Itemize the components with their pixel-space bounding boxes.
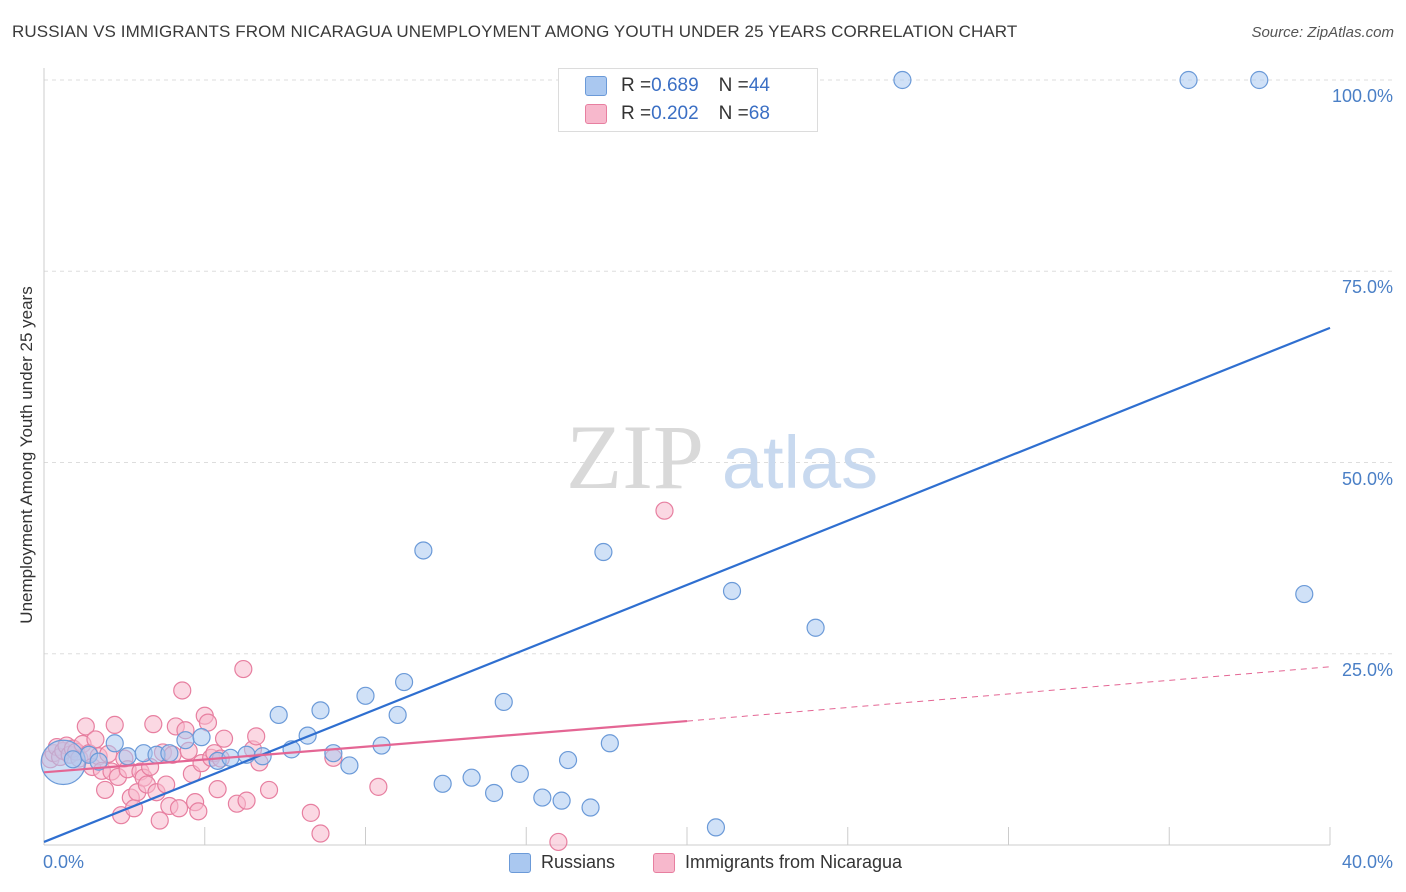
russians-trend-line: [43, 326, 1331, 843]
n-value: 68: [748, 103, 770, 124]
nicaragua-point: [655, 501, 674, 520]
russians-point: [388, 705, 407, 725]
source-label: Source: ZipAtlas.com: [1251, 24, 1394, 41]
r-value: 0.202: [651, 103, 699, 124]
russians-point: [722, 581, 742, 601]
russians-point: [192, 728, 211, 747]
russians-point: [558, 750, 578, 770]
r-value: 0.689: [651, 75, 699, 96]
nicaragua-point: [105, 715, 124, 734]
r-label: R =: [621, 75, 652, 96]
russians-point: [893, 70, 912, 90]
n-label: N =: [718, 103, 749, 124]
x-tick-marks: [204, 827, 1331, 845]
chart-title: RUSSIAN VS IMMIGRANTS FROM NICARAGUA UNE…: [12, 22, 1018, 41]
nicaragua-point: [189, 802, 208, 821]
nicaragua-point: [311, 824, 330, 843]
russians-point: [594, 542, 613, 562]
nicaragua-points: [41, 501, 674, 852]
russians-point: [160, 744, 179, 763]
russians-point: [340, 756, 359, 775]
russians-point: [89, 752, 108, 771]
y-axis-label: Unemployment Among Youth under 25 years: [17, 286, 36, 624]
y-tick-label: 100.0%: [1331, 86, 1393, 106]
russians-point: [269, 705, 288, 725]
watermark-atlas: atlas: [722, 421, 878, 504]
y-tick-label: 75.0%: [1341, 277, 1393, 298]
russians-point: [1295, 584, 1314, 604]
russians-point: [414, 541, 433, 560]
russians-point: [311, 701, 330, 720]
nicaragua-point: [301, 803, 320, 822]
nicaragua-point: [95, 780, 115, 800]
russians-legend-swatch: [509, 852, 531, 873]
russians-point: [581, 798, 600, 817]
russians-point: [485, 783, 504, 803]
russians-point: [433, 774, 452, 793]
russians-point: [176, 731, 195, 750]
grid-lines: [43, 68, 1392, 846]
russians-point: [324, 744, 343, 763]
legend-russians[interactable]: Russians: [509, 852, 615, 873]
nicaragua-point: [169, 799, 189, 818]
nicaragua-point: [259, 780, 279, 800]
nicaragua-point: [214, 729, 234, 748]
nicaragua-point: [369, 777, 388, 796]
russians-point: [494, 692, 513, 712]
legend-russians-label: Russians: [541, 852, 616, 872]
watermark: ZIP atlas: [566, 406, 878, 508]
nicaragua-trend-line: [43, 719, 688, 774]
russians-point: [63, 750, 83, 769]
russians-points: [40, 70, 1314, 837]
stats-row-russians: R = 0.689 N = 44: [585, 73, 770, 99]
russians-point: [1250, 70, 1269, 90]
nicaragua-point: [76, 717, 95, 736]
nicaragua-point: [86, 730, 105, 749]
russians-point: [462, 768, 481, 787]
stats-row-nicaragua: R = 0.202 N = 68: [585, 101, 770, 127]
nicaragua-point: [150, 811, 169, 830]
trend-lines: [43, 326, 1331, 843]
x-tick-label-max: 40.0%: [1341, 852, 1393, 872]
nicaragua-point: [549, 832, 568, 852]
n-label: N =: [718, 75, 749, 96]
russians-swatch: [585, 76, 607, 96]
russians-point: [105, 734, 124, 753]
y-tick-label: 50.0%: [1341, 468, 1393, 489]
stats-legend-box: R = 0.689 N = 44 R = 0.202 N = 68: [558, 68, 818, 132]
legend-nicaragua-label: Immigrants from Nicaragua: [685, 852, 903, 872]
nicaragua-point: [234, 659, 253, 679]
n-value: 44: [748, 75, 770, 96]
nicaragua-point: [144, 715, 163, 734]
nicaragua-point: [173, 681, 192, 700]
r-label: R =: [621, 103, 652, 124]
nicaragua-point: [208, 780, 227, 799]
nicaragua-swatch: [585, 104, 607, 124]
nicaragua-legend-swatch: [653, 852, 675, 873]
russians-point: [806, 618, 825, 637]
russians-point: [706, 818, 726, 837]
russians-point: [510, 764, 529, 783]
russians-point: [356, 686, 375, 705]
nicaragua-point: [247, 727, 266, 746]
russians-point: [394, 672, 414, 692]
watermark-zip: ZIP: [566, 406, 704, 508]
y-tick-label: 25.0%: [1341, 659, 1393, 680]
russians-point: [118, 747, 137, 766]
x-tick-label-min: 0.0%: [43, 852, 85, 872]
russians-point: [533, 788, 552, 807]
legend-nicaragua[interactable]: Immigrants from Nicaragua: [653, 852, 902, 873]
russians-point: [600, 734, 619, 753]
nicaragua-trend-line: [686, 666, 1331, 722]
russians-point: [552, 791, 571, 810]
russians-point: [1179, 70, 1198, 90]
nicaragua-point: [237, 791, 256, 810]
